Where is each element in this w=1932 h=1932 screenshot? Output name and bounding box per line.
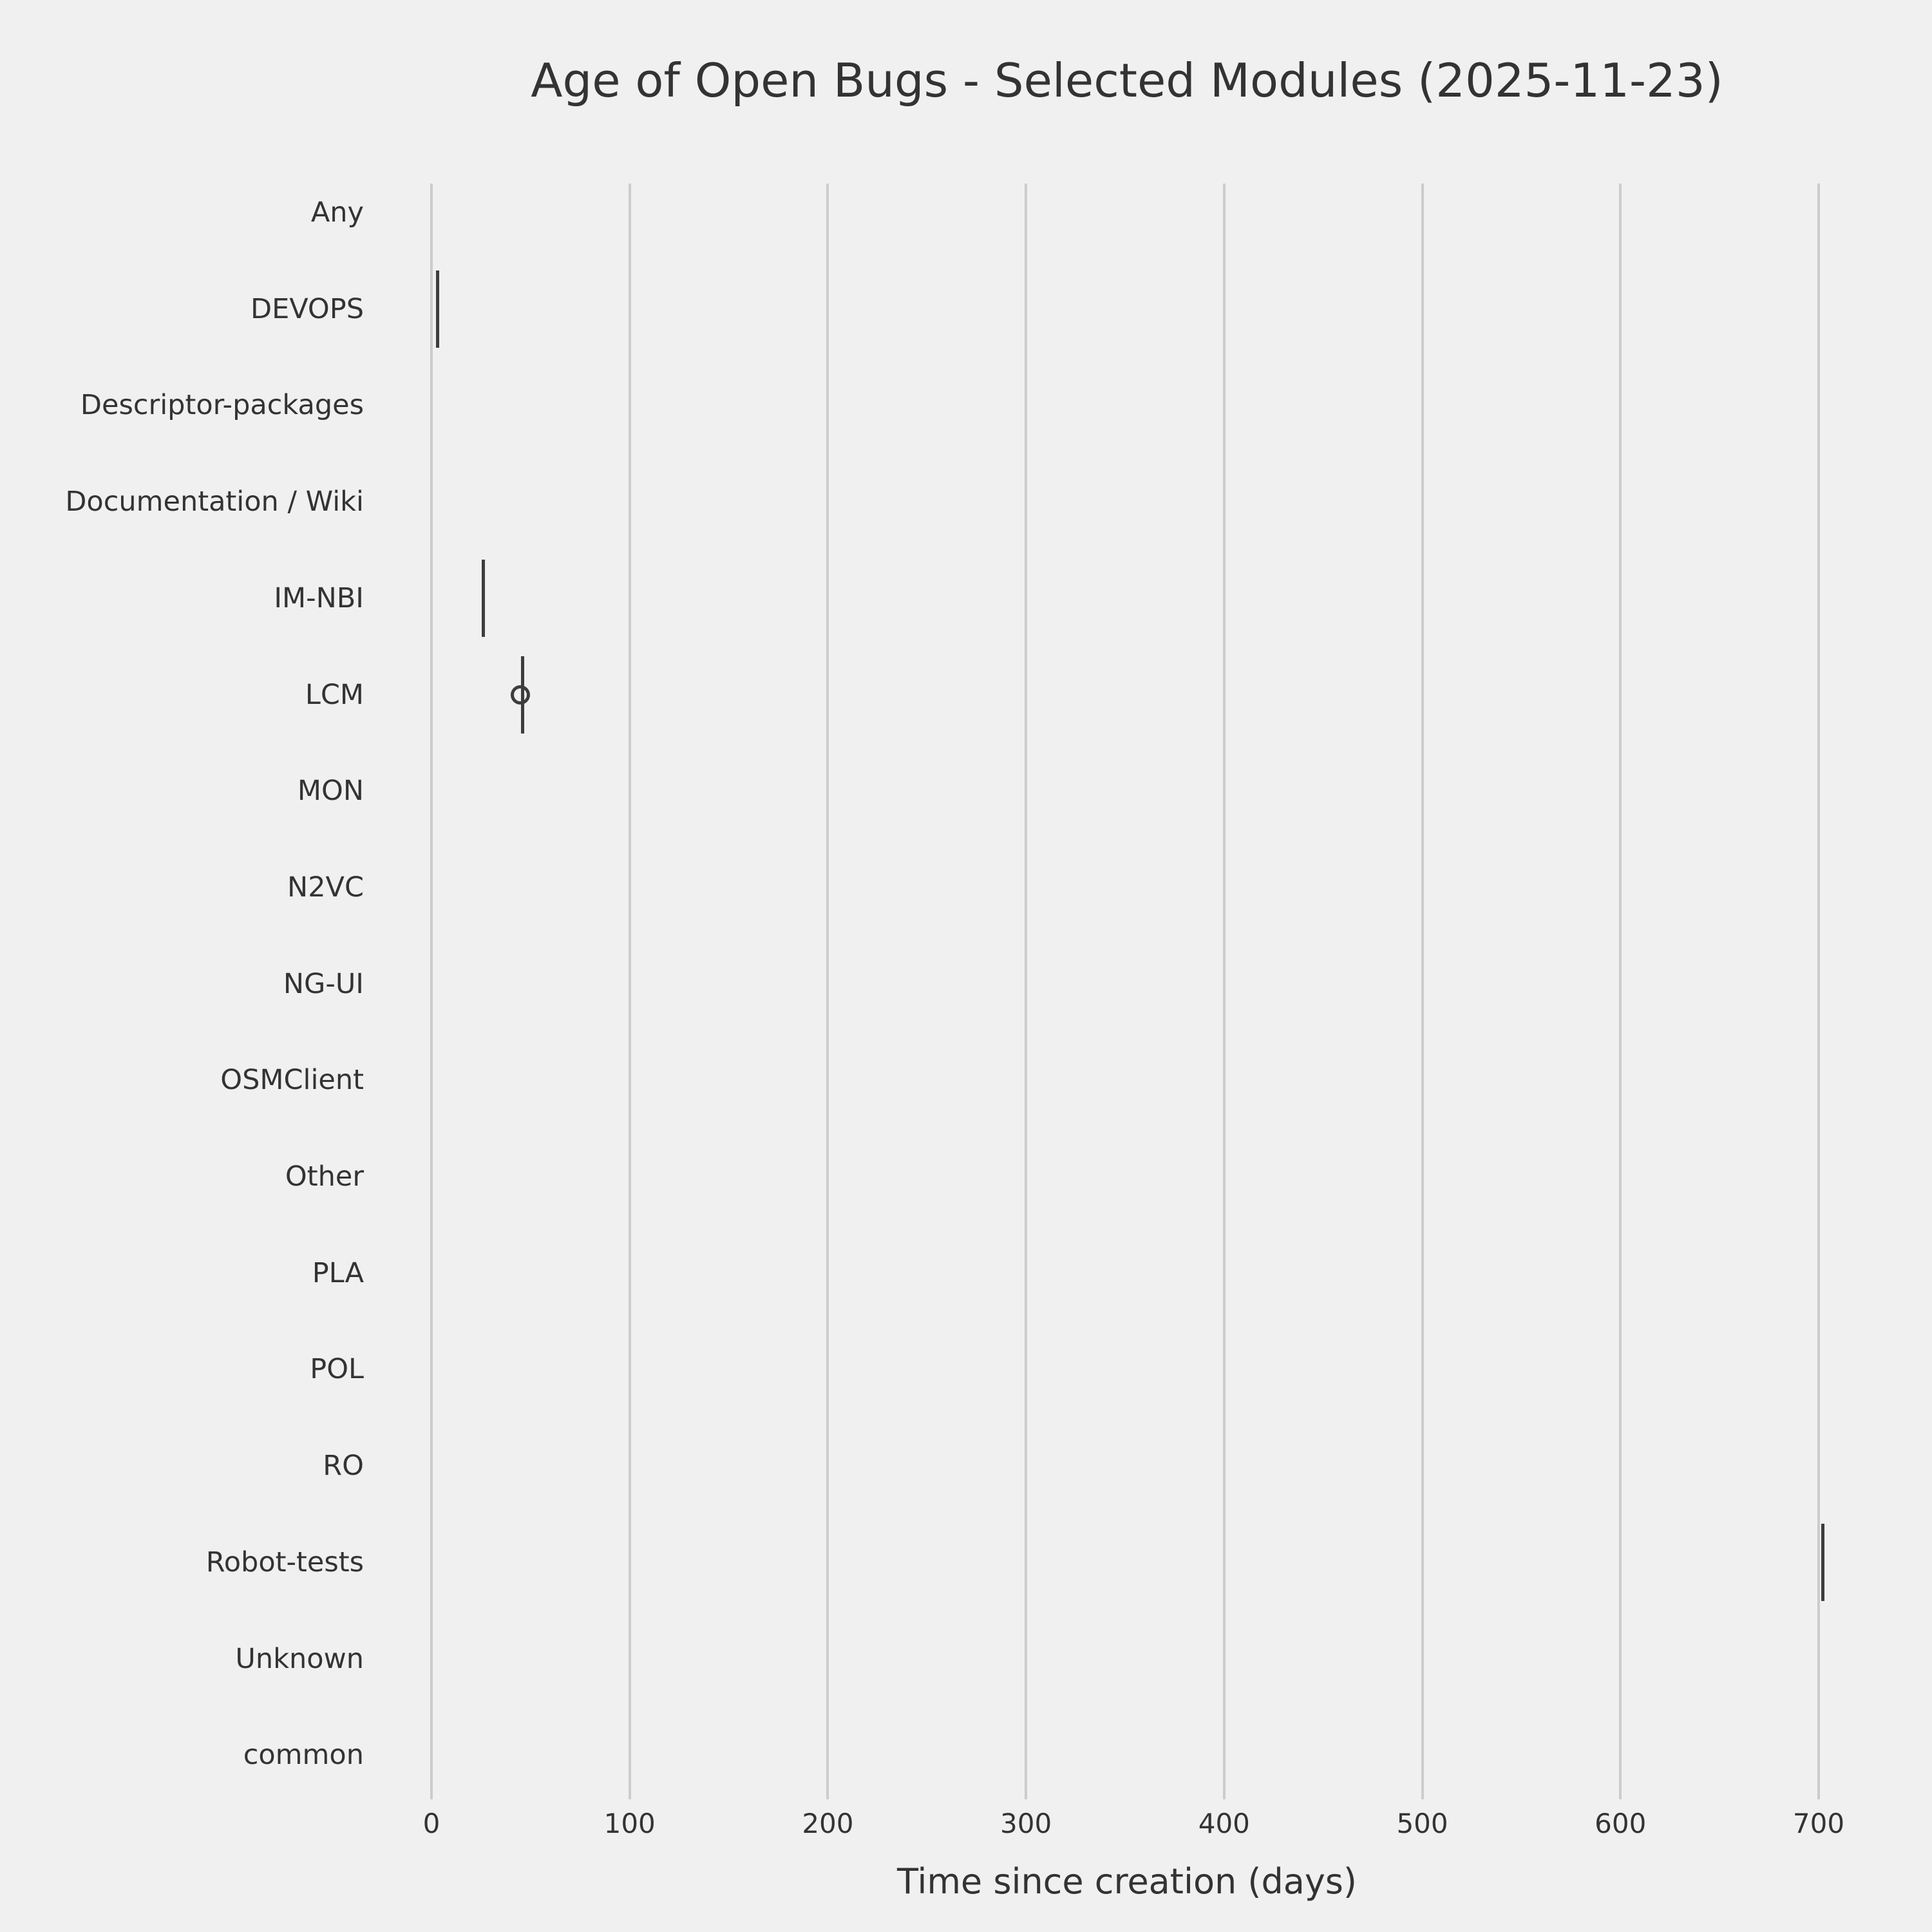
gridline [1025, 184, 1028, 1799]
y-category-label: common [243, 1739, 364, 1772]
y-category-label: Documentation / Wiki [65, 486, 364, 518]
x-tick-label: 700 [1792, 1808, 1845, 1839]
y-category-label: Any [310, 196, 364, 229]
x-tick-label: 0 [422, 1808, 440, 1839]
outlier-marker [511, 685, 531, 705]
gridline [1421, 184, 1424, 1799]
y-category-label: IM-NBI [274, 582, 364, 614]
y-category-label: PLA [312, 1256, 364, 1289]
y-category-label: POL [310, 1353, 364, 1386]
x-tick-label: 500 [1396, 1808, 1448, 1839]
gridline [1222, 184, 1226, 1799]
x-tick-label: 600 [1595, 1808, 1647, 1839]
x-axis-label: Time since creation (days) [897, 1861, 1357, 1902]
y-category-label: OSMClient [220, 1064, 364, 1097]
x-tick-label: 100 [603, 1808, 656, 1839]
gridline [628, 184, 631, 1799]
box-mark [1821, 1523, 1824, 1601]
y-category-label: MON [297, 775, 364, 808]
x-tick-label: 400 [1198, 1808, 1250, 1839]
gridline [826, 184, 829, 1799]
y-category-label: LCM [305, 678, 364, 711]
gridline [1817, 184, 1820, 1799]
y-category-label: N2VC [287, 871, 364, 904]
x-tick-label: 200 [802, 1808, 854, 1839]
gridline [1619, 184, 1622, 1799]
y-category-label: DEVOPS [250, 292, 364, 325]
y-category-label: Descriptor-packages [80, 389, 364, 422]
box-mark [481, 559, 485, 637]
y-category-label: NG-UI [283, 967, 364, 1000]
box-mark [435, 270, 439, 348]
y-category-label: Other [285, 1160, 364, 1193]
y-category-label: Unknown [235, 1642, 364, 1675]
x-tick-label: 300 [1000, 1808, 1052, 1839]
y-category-label: Robot-tests [205, 1546, 364, 1578]
gridline [430, 184, 433, 1799]
chart-title: Age of Open Bugs - Selected Modules (202… [531, 53, 1723, 108]
y-category-label: RO [323, 1450, 364, 1482]
